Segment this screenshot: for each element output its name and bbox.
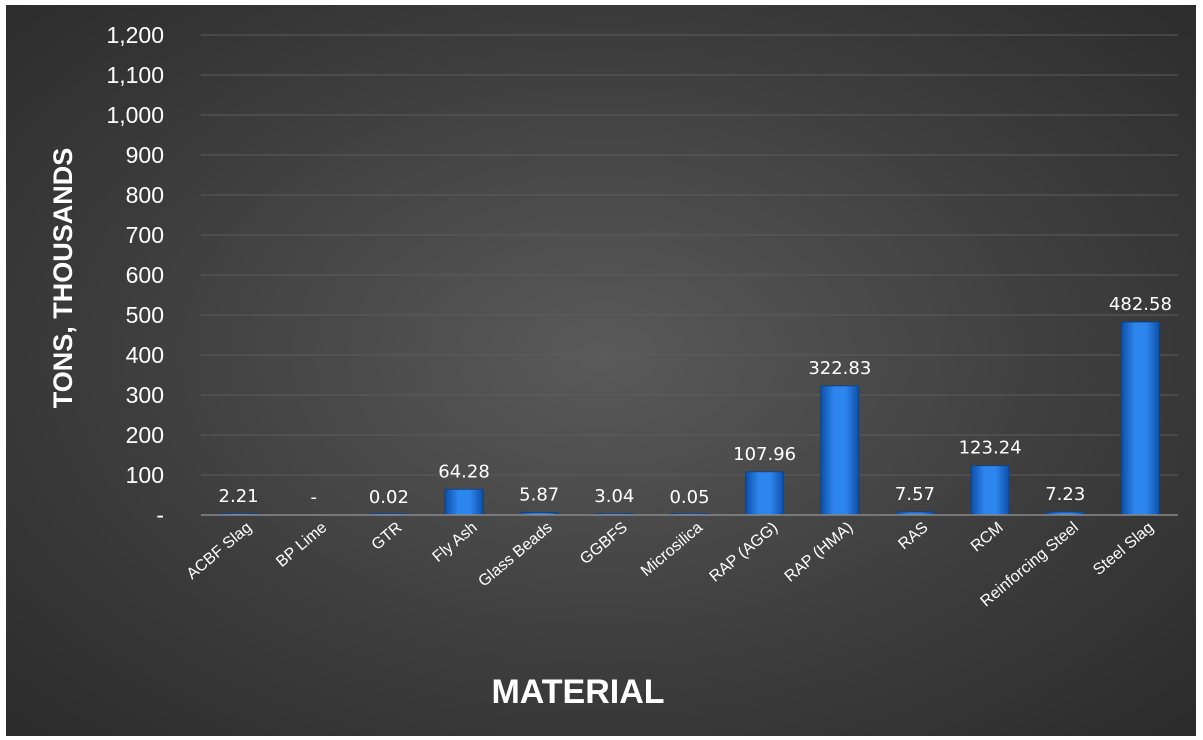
x-tick-label: Steel Slag	[1090, 519, 1157, 579]
data-label: 2.21	[219, 486, 259, 507]
gridlines	[201, 34, 1178, 476]
data-label: 0.02	[369, 487, 409, 508]
y-tick-label: 1,100	[106, 62, 164, 88]
y-tick-label: 400	[126, 342, 164, 368]
y-axis-title: TONS, THOUSANDS	[48, 148, 78, 409]
y-tick-label: 800	[126, 182, 164, 208]
chart-area: - 100 200 300 400 500 600 700 800 900 1,000 1,100 1,…	[6, 5, 1196, 736]
y-tick-label: 200	[126, 422, 164, 448]
x-tick-label: Fly Ash	[429, 519, 480, 566]
y-tick-label: 600	[126, 262, 164, 288]
y-tick-label: 300	[126, 382, 164, 408]
data-label: 3.04	[594, 486, 634, 507]
data-label: 482.58	[1109, 294, 1172, 315]
data-label: 5.87	[519, 485, 559, 506]
x-tick-label: RAS	[895, 519, 931, 553]
x-tick-label: BP Lime	[273, 519, 330, 571]
data-labels: 2.21 - 0.02 64.28 5.87 3.04 0.05 107.96 322.83 7.…	[219, 294, 1172, 508]
y-axis-ticks: - 100 200 300 400 500 600 700 800 900 1,000 1,100 1,…	[106, 22, 164, 528]
y-tick-label: 700	[126, 222, 164, 248]
x-tick-label: RAP (HMA)	[782, 519, 857, 586]
x-tick-label: RCM	[968, 519, 1007, 555]
data-label: 322.83	[808, 358, 871, 379]
y-tick-label: 1,000	[106, 102, 164, 128]
x-axis-title: MATERIAL	[491, 673, 664, 711]
x-tick-label: GTR	[369, 519, 406, 554]
x-tick-label: Glass Beads	[475, 519, 555, 590]
data-label: 64.28	[438, 461, 490, 482]
bar	[444, 488, 484, 516]
data-label: 107.96	[733, 444, 796, 465]
data-label: 0.05	[669, 487, 709, 508]
data-label: -	[310, 487, 317, 508]
x-tick-label: Microsilica	[638, 519, 706, 580]
bar	[970, 465, 1010, 516]
bar	[820, 385, 860, 516]
bar	[1121, 321, 1160, 516]
y-tick-label: -	[156, 502, 164, 528]
x-tick-label: GGBFS	[577, 519, 631, 568]
bar-chart: - 100 200 300 400 500 600 700 800 900 1,000 1,100 1,…	[48, 22, 1178, 711]
data-label: 7.23	[1045, 484, 1085, 505]
data-label: 123.24	[959, 438, 1022, 459]
y-tick-label: 900	[126, 142, 164, 168]
bar	[745, 471, 785, 516]
x-tick-label: ACBF Slag	[184, 519, 256, 583]
data-label: 7.57	[895, 484, 935, 505]
y-tick-label: 100	[126, 462, 164, 488]
y-tick-label: 500	[126, 302, 164, 328]
y-tick-label: 1,200	[106, 22, 164, 48]
x-tick-label: RAP (AGG)	[707, 519, 782, 586]
